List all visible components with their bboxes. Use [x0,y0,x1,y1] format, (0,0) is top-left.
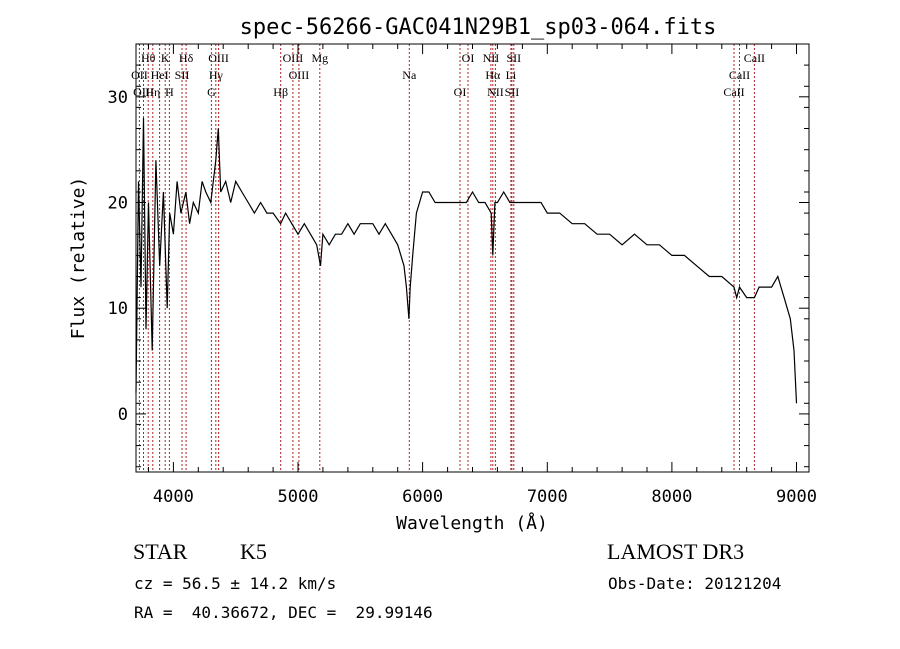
line-label: OI [462,51,475,65]
line-label: NII [487,85,504,99]
obs-date: Obs-Date: 20121204 [608,574,782,593]
line-label: OI [454,85,467,99]
line-label: OIII [289,68,310,82]
x-tick-label: 5000 [278,487,319,507]
redshift-cz: cz = 56.5 ± 14.2 km/s [134,574,337,593]
line-label: HeI [151,68,169,82]
coordinates: RA = 40.36672, DEC = 29.99146 [134,603,433,622]
x-tick-label: 8000 [651,487,692,507]
x-axis: 4000 5000 6000 7000 8000 9000 [148,44,817,507]
line-label: Hη [145,85,160,99]
survey-name: LAMOST DR3 [607,539,745,564]
y-tick-label: 0 [118,405,128,425]
line-label: OIII [208,51,229,65]
x-tick-label: 7000 [527,487,568,507]
line-label: Hδ [179,51,194,65]
line-label: OII [131,68,148,82]
line-label: SII [175,68,190,82]
x-tick-label: 6000 [402,487,443,507]
line-label: Li [506,68,517,82]
line-label: OIII [133,85,154,99]
line-label: Hθ [141,51,156,65]
line-label: SII [506,51,521,65]
line-label: G [207,85,216,99]
line-label: Hγ [209,68,224,82]
subclass: K5 [240,539,267,564]
y-tick-label: 20 [108,194,128,214]
star-class: STAR [133,539,188,564]
line-label: Hα [485,68,501,82]
line-label: OIII [283,51,304,65]
chart-title: spec-56266-GAC041N29B1_sp03-064.fits [240,15,717,40]
line-label: Hβ [273,85,288,99]
line-label: CaII [729,68,750,82]
y-axis-label: Flux (relative) [68,177,89,340]
line-labels: HθOIIOIIIKHeIHηHδSIIHOIIIHγGOIIIOIIIHβMg… [131,51,765,99]
line-markers [138,44,755,472]
plot-frame [135,43,810,473]
y-tick-label: 10 [108,299,128,319]
line-label: K [161,51,170,65]
line-label: Na [402,68,417,82]
x-tick-label: 9000 [776,487,817,507]
x-tick-label: 4000 [153,487,194,507]
line-label: CaII [723,85,744,99]
spectrum-line [135,117,798,404]
line-label: NII [483,51,500,65]
line-label: SII [505,85,520,99]
line-label: CaII [744,51,765,65]
line-label: Mg [311,51,328,65]
y-tick-label: 30 [108,88,128,108]
y-axis: 0 10 20 30 [108,43,809,468]
x-axis-label: Wavelength (Å) [396,512,548,534]
line-label: H [165,85,174,99]
